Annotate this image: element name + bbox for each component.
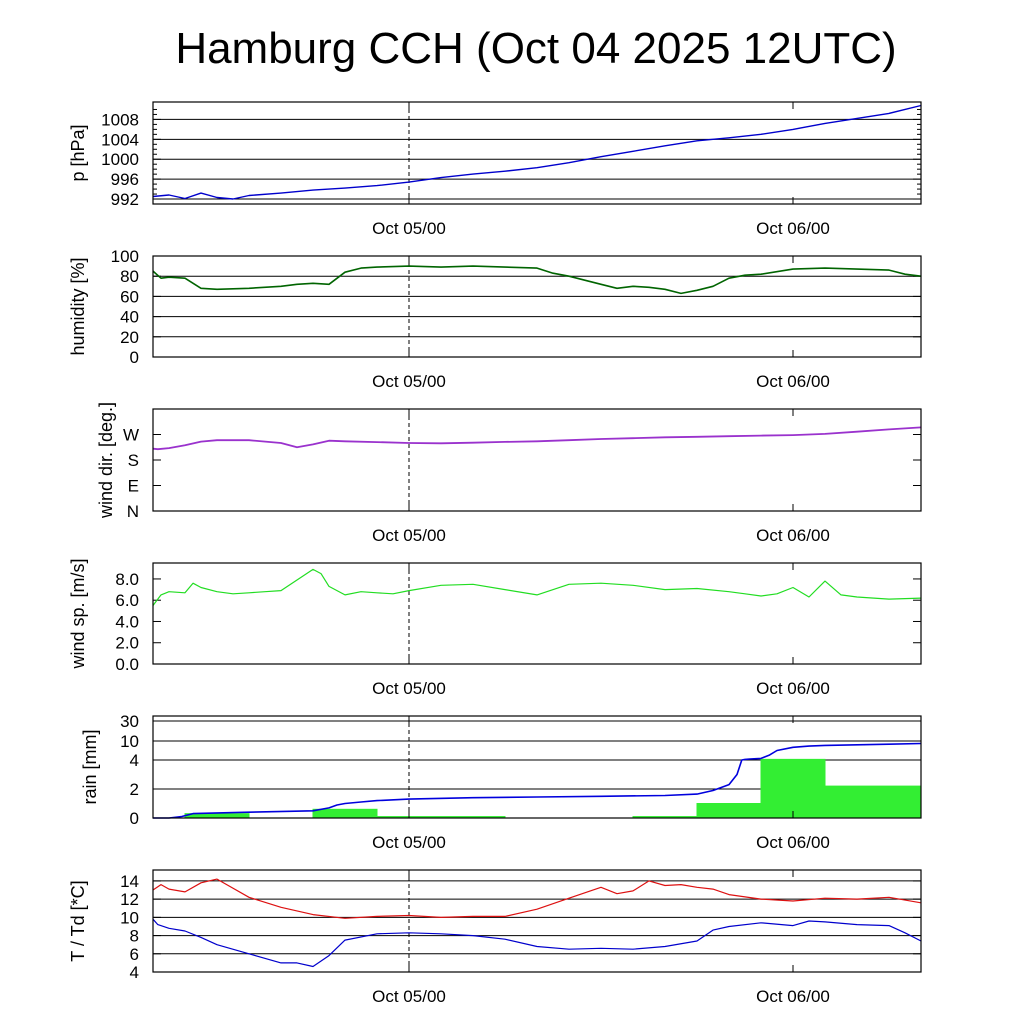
humidity-axis-label: humidity [%]: [68, 257, 88, 355]
humidity-series-line: [152, 265, 922, 295]
humidity-xtick-label: Oct 06/00: [756, 372, 830, 391]
chart-title: Hamburg CCH (Oct 04 2025 12UTC): [175, 24, 897, 73]
pressure-axis-label: p [hPa]: [68, 124, 88, 181]
rain-xtick-label: Oct 05/00: [372, 833, 446, 852]
temperature-xtick-label: Oct 05/00: [372, 987, 446, 1006]
wind-speed-ytick-label: 6.0: [115, 591, 139, 610]
rain-bar: [760, 758, 826, 819]
temperature-ytick-label: 12: [120, 890, 139, 909]
rain-series-line: [153, 742, 922, 819]
pressure-series-line: [152, 104, 922, 200]
wind-speed-ytick-label: 2.0: [115, 634, 139, 653]
humidity-ytick-label: 40: [120, 308, 139, 327]
wind-direction-ytick-label: S: [128, 451, 139, 470]
wind-direction-series-line: [152, 426, 922, 451]
humidity-frame: [152, 255, 922, 358]
temperature-axis-label: T / Td [*C]: [68, 880, 88, 961]
temperature-ytick-label: 14: [120, 872, 139, 891]
wind-direction-ytick-label: N: [127, 502, 139, 521]
humidity-xtick-label: Oct 05/00: [372, 372, 446, 391]
pressure-xtick-label: Oct 05/00: [372, 219, 446, 238]
rain-ytick-label: 0: [130, 809, 139, 828]
rain-bar: [312, 808, 378, 819]
pressure-xtick-label: Oct 06/00: [756, 219, 830, 238]
temperature-frame: [152, 869, 922, 973]
wind-direction-ytick-label: W: [123, 426, 139, 445]
rain-ytick-label: 4: [130, 751, 139, 770]
wind-direction-axis-label: wind dir. [deg.]: [96, 402, 116, 519]
wind-speed-panel: 0.0 2.0 4.0 6.0 8.0 Oct 05/00 Oct 06/00 wind sp…: [68, 558, 922, 698]
temperature-xtick-label: Oct 06/00: [756, 987, 830, 1006]
rain-axis-label: rain [mm]: [80, 729, 100, 804]
temperature-series-line: [152, 878, 922, 919]
wind-direction-xtick-label: Oct 05/00: [372, 526, 446, 545]
pressure-frame: [152, 101, 922, 205]
rain-ytick-label: 2: [130, 780, 139, 799]
wind-speed-ytick-label: 4.0: [115, 612, 139, 631]
wind-speed-ytick-label: 0.0: [115, 655, 139, 674]
wind-direction-xtick-label: Oct 06/00: [756, 526, 830, 545]
wind-speed-axis-label: wind sp. [m/s]: [68, 558, 88, 669]
temperature-ytick-label: 8: [130, 927, 139, 946]
wind-direction-ytick-label: E: [128, 477, 139, 496]
humidity-ytick-label: 60: [120, 287, 139, 306]
wind-speed-series-line: [152, 568, 922, 606]
humidity-ytick-label: 20: [120, 328, 139, 347]
pressure-ytick-label: 1004: [101, 130, 139, 149]
temperature-ytick-label: 4: [130, 963, 139, 982]
temperature-ytick-label: 6: [130, 945, 139, 964]
temperature-ytick-label: 10: [120, 908, 139, 927]
wind-direction-frame: [152, 408, 922, 512]
wind-speed-frame: [152, 562, 922, 665]
rain-bar: [824, 785, 922, 819]
wind-speed-xtick-label: Oct 06/00: [756, 679, 830, 698]
rain-xtick-label: Oct 06/00: [756, 833, 830, 852]
humidity-ytick-label: 100: [111, 247, 139, 266]
pressure-ytick-label: 992: [111, 190, 139, 209]
rain-ytick-label: 10: [120, 732, 139, 751]
pressure-ytick-label: 996: [111, 170, 139, 189]
rain-bar: [696, 803, 762, 819]
pressure-ytick-label: 1000: [101, 150, 139, 169]
rain-frame: [152, 715, 922, 819]
temperature-series-line: [152, 918, 922, 968]
rain-ytick-label: 30: [120, 712, 139, 731]
pressure-ytick-label: 1008: [101, 110, 139, 129]
humidity-ytick-label: 0: [130, 348, 139, 367]
wind-speed-xtick-label: Oct 05/00: [372, 679, 446, 698]
humidity-ytick-label: 80: [120, 267, 139, 286]
wind-speed-ytick-label: 8.0: [115, 570, 139, 589]
